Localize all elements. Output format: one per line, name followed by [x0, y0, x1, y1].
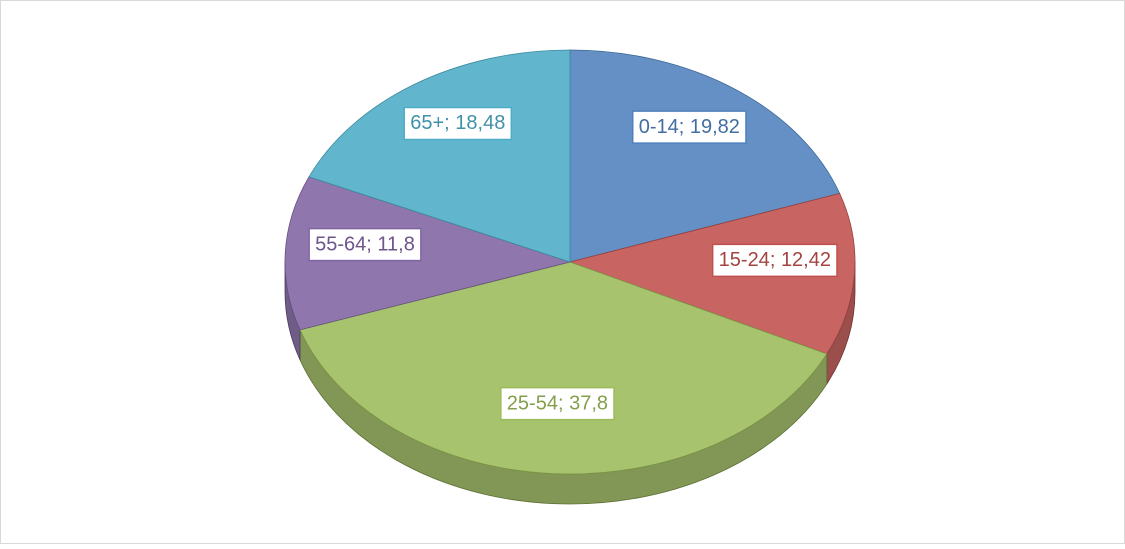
label-category: 0-14 [639, 116, 679, 138]
data-label: 55-64; 11,8 [315, 234, 415, 256]
data-label-box [711, 243, 838, 278]
label-category: 25-54 [507, 393, 558, 415]
label-category: 65+ [410, 112, 444, 134]
label-separator: ; [366, 234, 377, 256]
data-label: 25-54; 37,8 [507, 393, 608, 415]
data-label-box [500, 386, 615, 421]
label-separator: ; [558, 393, 569, 415]
label-value: 19,82 [690, 116, 740, 138]
label-category: 55-64 [315, 234, 366, 256]
slice [299, 261, 828, 475]
label-category: 15-24 [719, 249, 770, 271]
data-label: 0-14; 19,82 [639, 116, 740, 138]
label-value: 18,48 [455, 112, 505, 134]
data-label-box [403, 106, 513, 141]
data-label-box [631, 110, 747, 144]
label-value: 12,42 [781, 249, 831, 271]
data-label: 65+; 18,48 [410, 112, 505, 134]
label-value: 37,8 [569, 393, 608, 415]
pie-tops [284, 49, 856, 475]
slice [569, 49, 841, 263]
label-separator: ; [679, 116, 690, 138]
data-labels: 0-14; 19,82 15-24; 12,42 25-54; 37,8 55-64;… [308, 106, 838, 421]
label-separator: ; [770, 249, 781, 271]
slice [308, 49, 571, 263]
slice [284, 176, 572, 331]
label-separator: ; [444, 112, 455, 134]
data-label-box [308, 227, 422, 262]
data-label: 15-24; 12,42 [719, 249, 831, 271]
label-value: 11,8 [377, 234, 414, 256]
